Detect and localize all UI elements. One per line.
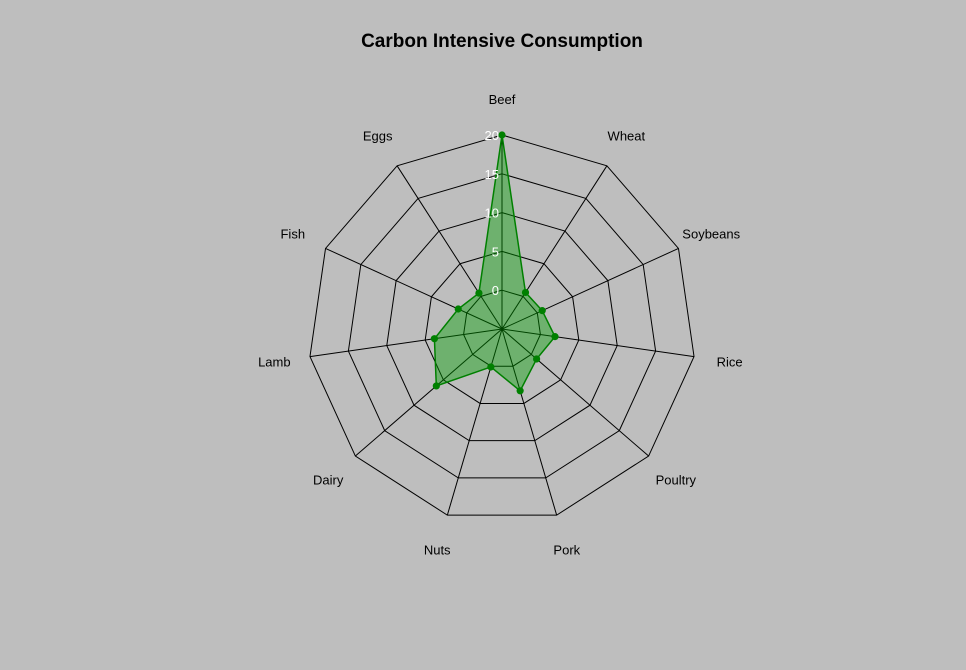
grid-ring	[386, 212, 618, 442]
series-area	[433, 134, 556, 392]
radial-tick-label: 10	[485, 206, 499, 221]
category-labels: Beef Wheat Soybeans Rice Poultry Pork Nuts Dair…	[258, 92, 743, 558]
data-point-nuts	[487, 363, 495, 371]
data-point-soybeans	[538, 307, 546, 315]
grid-spoke	[396, 165, 503, 330]
category-label-pork: Pork	[553, 543, 580, 558]
data-point-poultry	[533, 355, 541, 363]
data-point-beef	[498, 131, 506, 139]
data-point-lamb	[430, 335, 439, 343]
data-point-eggs	[475, 289, 483, 297]
grid-spoke	[501, 328, 649, 457]
category-label-wheat: Wheat	[608, 129, 646, 144]
radial-tick-label: 0	[492, 283, 499, 298]
category-label-fish: Fish	[280, 226, 305, 241]
data-point-wheat	[521, 288, 530, 297]
chart-title: Carbon Intensive Consumption	[361, 31, 643, 52]
grid-spoke	[446, 328, 503, 516]
series-layer	[430, 131, 559, 395]
data-point-rice	[551, 333, 559, 341]
radial-tick-label: 5	[492, 244, 499, 259]
radial-tick-label: 15	[485, 167, 499, 182]
data-point-pork	[516, 387, 524, 395]
grid-ring	[309, 134, 695, 516]
grid-ring	[424, 250, 580, 404]
radial-tick-labels: 0 5 10 15 20	[485, 128, 499, 298]
grid-spoke	[309, 328, 503, 358]
grid-ring	[463, 289, 541, 367]
radar-grid	[309, 134, 695, 516]
category-label-poultry: Poultry	[656, 473, 697, 488]
grid-spoke	[325, 247, 503, 330]
radial-tick-label: 20	[485, 128, 499, 143]
category-label-nuts: Nuts	[424, 543, 451, 558]
grid-spoke	[501, 165, 608, 330]
category-label-soybeans: Soybeans	[682, 226, 740, 241]
category-label-beef: Beef	[489, 92, 516, 107]
grid-spoke	[355, 328, 503, 457]
grid-spoke	[501, 247, 679, 330]
data-point-fish	[454, 305, 462, 313]
category-label-rice: Rice	[717, 355, 743, 370]
grid-ring	[347, 173, 657, 479]
category-label-eggs: Eggs	[363, 129, 393, 144]
category-label-lamb: Lamb	[258, 355, 291, 370]
grid-spoke	[501, 328, 558, 516]
category-label-dairy: Dairy	[313, 473, 344, 488]
data-point-dairy	[432, 382, 440, 390]
grid-spoke	[501, 328, 695, 358]
